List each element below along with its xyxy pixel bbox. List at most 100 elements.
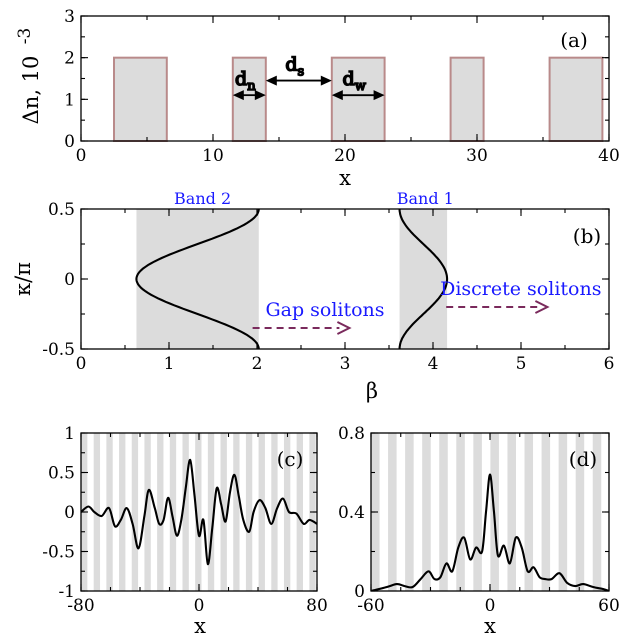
waveguide-stripe: [558, 433, 568, 591]
x-tick-label: 30: [466, 146, 488, 166]
y-tick-label: -0.5: [42, 543, 75, 563]
y-tick-label: 0.5: [48, 464, 75, 484]
waveguide-stripe: [182, 433, 189, 591]
x-tick-label: 80: [306, 596, 328, 616]
y-tick-label: 3: [64, 7, 75, 27]
waveguide-stripe: [233, 433, 240, 591]
waveguide-stripe: [245, 433, 253, 591]
panel-d-label: (d): [569, 447, 597, 471]
y-tick-label: 2: [64, 49, 75, 69]
waveguide-stripe: [106, 433, 113, 591]
x-tick-label: 6: [604, 354, 615, 374]
band-label: Band 1: [397, 189, 454, 208]
waveguide-stripe: [422, 433, 431, 591]
band-region: [399, 209, 448, 349]
panel-c: -80 0 80 -1 -0.5 0 0.5 1 (c) x: [42, 424, 328, 635]
panel-b-label: (b): [573, 224, 601, 248]
band-label: Band 2: [174, 189, 231, 208]
waveguide: [113, 56, 168, 143]
waveguide: [548, 56, 604, 143]
x-tick-label: 5: [516, 354, 527, 374]
waveguide-stripe: [169, 433, 177, 591]
y-tick-label: 0.8: [338, 424, 365, 444]
x-tick-label: -80: [67, 596, 94, 616]
panel-b-xlabel: β: [366, 379, 378, 403]
waveguide-stripe: [322, 433, 328, 591]
x-tick-label: 0: [76, 354, 87, 374]
y-tick-label: 0: [64, 132, 75, 152]
waveguide-stripe: [456, 433, 465, 591]
panel-a-label: (a): [560, 28, 588, 52]
dimension-label: dw: [343, 68, 366, 94]
waveguide-stripe: [157, 433, 164, 591]
y-tick-label: 1: [64, 90, 75, 110]
x-tick-label: 40: [598, 146, 620, 166]
y-tick-label: 0: [64, 503, 75, 523]
waveguide: [449, 56, 485, 143]
waveguide-stripe: [195, 433, 202, 591]
dimension-arrowhead: [331, 90, 343, 101]
soliton-label: Discrete solitons: [440, 278, 601, 300]
dimension-label: ds: [285, 54, 304, 80]
x-tick-label: 4: [428, 354, 439, 374]
soliton-arrowhead: [534, 300, 550, 314]
panel-a-xlabel: x: [339, 166, 351, 190]
panel-a-ylabel-exponent: -3: [15, 28, 35, 45]
y-tick-label: 0: [64, 270, 75, 290]
waveguide-stripe: [131, 433, 139, 591]
dimension-arrowhead: [265, 75, 277, 86]
y-tick-label: 1: [64, 424, 75, 444]
y-tick-label: -0.5: [42, 340, 75, 360]
band-region: [136, 209, 259, 349]
waveguide-stripe: [144, 433, 151, 591]
waveguide: [330, 56, 386, 143]
band-curve: [398, 209, 449, 349]
waveguide-stripe: [119, 433, 126, 591]
panel-a: 0 10 20 30 40 0 1 2 3 dn ds dw (a) x Δn, 10 -3: [15, 7, 620, 190]
x-tick-label: 20: [334, 146, 356, 166]
panel-b: Band 2 Band 1 0 1 2 3 4 5 6-0.500.5 Gap soliton…: [11, 189, 614, 403]
panel-a-ylabel: Δn, 10: [19, 56, 43, 125]
x-tick-label: 0: [485, 596, 496, 616]
y-tick-label: 0: [354, 582, 365, 602]
band-curve: [135, 208, 260, 350]
x-tick-label: 0: [194, 596, 205, 616]
waveguide-stripe: [541, 433, 551, 591]
waveguide-stripe: [258, 433, 265, 591]
panel-c-series-line: [81, 458, 317, 566]
waveguide-stripe: [473, 433, 482, 591]
dimension-arrowhead: [373, 90, 385, 101]
dimension-arrowhead: [254, 90, 266, 101]
panel-d-series-line: [371, 473, 609, 591]
soliton-label: Gap solitons: [265, 299, 384, 321]
x-tick-label: 60: [598, 596, 620, 616]
x-tick-label: 1: [164, 354, 175, 374]
waveguide-stripe: [592, 433, 602, 591]
dimension-arrowhead: [232, 90, 244, 101]
y-tick-label: 0.5: [48, 200, 75, 220]
dimension-arrowhead: [320, 75, 332, 86]
waveguide-stripe: [405, 433, 414, 591]
waveguide-stripe: [296, 433, 303, 591]
y-tick-label: 0.4: [338, 503, 365, 523]
waveguide-stripe: [271, 433, 278, 591]
waveguide-stripe: [93, 433, 101, 591]
waveguide-stripe: [207, 433, 215, 591]
panel-c-xlabel: x: [194, 614, 206, 635]
y-tick-label: -1: [58, 582, 75, 602]
panel-d-xlabel: x: [484, 614, 496, 635]
dimension-label: dn: [235, 68, 256, 94]
waveguide-stripe: [524, 433, 534, 591]
x-tick-label: 3: [340, 354, 351, 374]
soliton-arrowhead: [336, 321, 352, 335]
waveguide-stripe: [283, 433, 291, 591]
waveguide-stripe: [439, 433, 448, 591]
waveguide-stripe: [507, 433, 516, 591]
panel-c-label: (c): [277, 447, 304, 471]
x-tick-label: 0: [76, 146, 87, 166]
x-tick-label: 2: [252, 354, 263, 374]
panel-b-ylabel: κ/π: [11, 262, 35, 296]
waveguide-stripe: [610, 433, 619, 591]
